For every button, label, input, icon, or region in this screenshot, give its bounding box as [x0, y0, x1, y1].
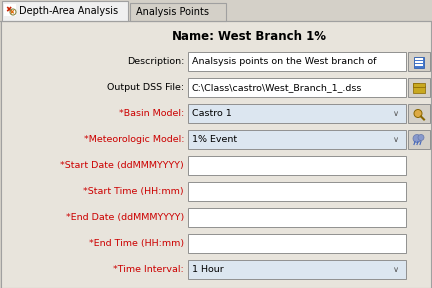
Text: ✖: ✖	[10, 10, 15, 16]
Bar	[408, 104, 430, 123]
Bar	[2, 1, 128, 21]
Bar	[414, 56, 424, 67]
Circle shape	[418, 134, 424, 141]
Text: ∨: ∨	[393, 265, 399, 274]
Bar	[188, 52, 406, 71]
Bar	[415, 58, 423, 60]
Text: Name:: Name:	[172, 31, 215, 43]
Bar	[130, 3, 226, 21]
Bar	[4, 4, 16, 16]
Bar	[188, 156, 406, 175]
Bar	[188, 130, 406, 149]
Text: *End Date (ddMMMYYYY): *End Date (ddMMMYYYY)	[66, 213, 184, 222]
Bar	[413, 82, 419, 86]
Circle shape	[413, 134, 421, 143]
Bar	[188, 182, 406, 201]
Bar	[413, 86, 425, 92]
Text: *End Time (HH:mm): *End Time (HH:mm)	[89, 239, 184, 248]
Text: 1% Event: 1% Event	[192, 135, 237, 144]
Bar	[415, 63, 423, 65]
Text: Analsysis points on the West branch of: Analsysis points on the West branch of	[192, 57, 377, 66]
Bar	[408, 78, 430, 97]
Bar	[188, 260, 406, 279]
Text: C:\Class\castro\West_Branch_1_.dss: C:\Class\castro\West_Branch_1_.dss	[192, 83, 362, 92]
Text: Description:: Description:	[127, 57, 184, 66]
Text: 1 Hour: 1 Hour	[192, 265, 224, 274]
Text: ∨: ∨	[393, 135, 399, 144]
Text: Output DSS File:: Output DSS File:	[107, 83, 184, 92]
Text: *Time Interval:: *Time Interval:	[113, 265, 184, 274]
Text: Castro 1: Castro 1	[192, 109, 232, 118]
Text: *Meteorologic Model:: *Meteorologic Model:	[83, 135, 184, 144]
Bar	[188, 234, 406, 253]
Text: *Start Time (HH:mm): *Start Time (HH:mm)	[83, 187, 184, 196]
Bar	[188, 78, 406, 97]
Text: *Basin Model:: *Basin Model:	[119, 109, 184, 118]
Circle shape	[414, 109, 422, 118]
Text: ∨: ∨	[393, 109, 399, 118]
Text: Analysis Points: Analysis Points	[136, 7, 209, 17]
Bar	[188, 104, 406, 123]
Bar	[415, 60, 423, 62]
Text: *Start Date (ddMMMYYYY): *Start Date (ddMMMYYYY)	[60, 161, 184, 170]
Text: Depth-Area Analysis: Depth-Area Analysis	[19, 6, 118, 16]
Bar	[408, 130, 430, 149]
Bar	[413, 82, 425, 86]
Bar	[188, 208, 406, 227]
Bar	[408, 52, 430, 71]
Text: West Branch 1%: West Branch 1%	[218, 31, 326, 43]
Text: ✖: ✖	[5, 5, 11, 14]
